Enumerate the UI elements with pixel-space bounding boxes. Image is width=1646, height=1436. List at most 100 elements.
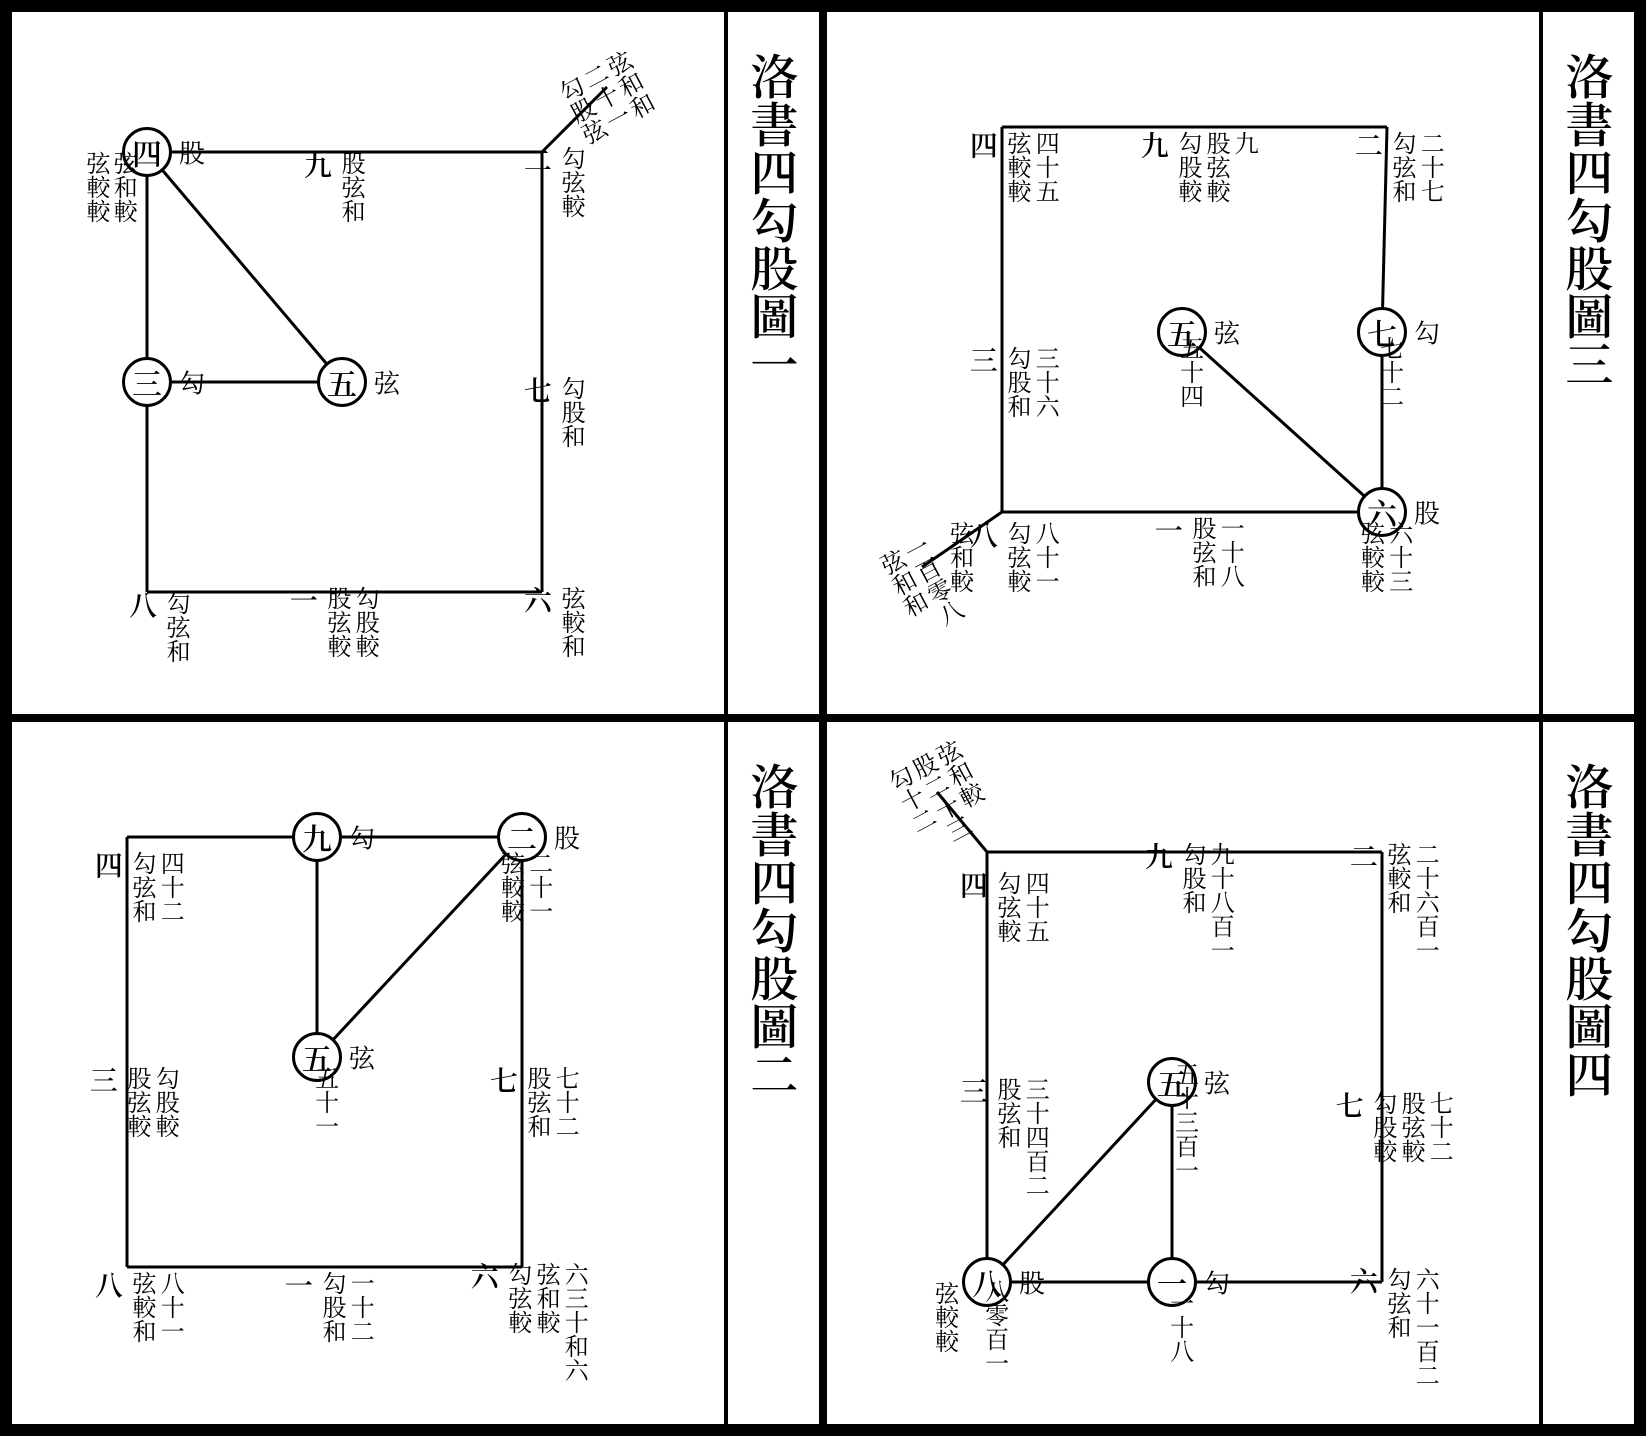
side-label-col: 八十一	[160, 1271, 185, 1343]
node-role-label: 勾	[1204, 1264, 1230, 1301]
side-label-col: 八零百一	[984, 1279, 1009, 1375]
side-label-number: 四	[954, 871, 994, 899]
side-label: 一十八	[1169, 1291, 1194, 1363]
side-label-col: 弦較較	[1007, 131, 1032, 203]
diagram-canvas: 九勾二股五弦四勾弦和四十二弦較較二十一五十一三股弦較勾股較七股弦和七十二八弦較和…	[12, 722, 724, 1424]
side-label-col: 弦較較	[1360, 521, 1385, 593]
side-label: 五十三百一	[1174, 1062, 1199, 1182]
side-label-col: 六三十和六	[564, 1262, 589, 1382]
node-role-label: 弦	[1204, 1064, 1230, 1101]
panel-title: 洛書四勾股圖二	[747, 762, 800, 1098]
corner-label: 弦較較弦和較	[86, 151, 138, 223]
side-label-col: 股弦較	[127, 1066, 152, 1138]
node-role-label: 勾	[349, 819, 375, 856]
side-label: 八弦較和八十一	[89, 1271, 185, 1343]
edge	[317, 837, 522, 1057]
side-label-col: 四十五	[1025, 871, 1050, 943]
side-label-col: 四十二	[160, 851, 185, 923]
side-label-col: 二十六百一	[1415, 842, 1440, 962]
side-label-col: 四十五	[1035, 131, 1060, 203]
side-label: 九勾股和九十八百一	[1139, 842, 1235, 962]
side-label: 二弦較和二十六百一	[1344, 842, 1440, 962]
node-n5: 五	[317, 357, 367, 407]
side-label-col: 弦較和	[1387, 842, 1412, 914]
side-label: 四勾弦和四十二	[89, 851, 185, 923]
title-strip: 洛書四勾股圖二	[724, 722, 819, 1424]
side-label-number: 三	[84, 1066, 124, 1094]
side-label-col: 勾弦較	[1007, 521, 1032, 593]
side-label-col: 股弦和	[1192, 516, 1217, 588]
side-label-col: 勾弦和	[1392, 131, 1417, 203]
side-label-col: 六十一百二	[1415, 1267, 1440, 1387]
panel-title: 洛書四勾股圖一	[747, 52, 800, 388]
node-role-label: 股	[554, 819, 580, 856]
side-label-col: 勾股和	[561, 376, 586, 448]
side-label-number: 三	[954, 1077, 994, 1105]
side-label-col: 勾股和	[322, 1271, 347, 1343]
side-label: 弦較較六十三	[1360, 521, 1413, 593]
side-label-col: 二十一	[529, 851, 554, 923]
side-label: 七股弦和七十二	[484, 1066, 580, 1138]
side-label: 六弦較和	[518, 586, 586, 658]
side-label-number: 一	[1149, 516, 1189, 544]
side-label-col: 七十二	[555, 1066, 580, 1138]
side-label: 八勾弦和	[123, 591, 191, 663]
side-label-col: 股弦和	[997, 1077, 1022, 1149]
side-label-col: 三十六	[1035, 346, 1060, 418]
side-label-col: 七十二	[1379, 336, 1404, 408]
side-label-number: 一	[279, 1271, 319, 1299]
node-n3: 三	[122, 357, 172, 407]
node-role-label: 股	[1019, 1264, 1045, 1301]
side-label: 五十一	[314, 1066, 339, 1138]
side-label-col: 勾股較	[1178, 131, 1203, 203]
side-label-col: 一十八	[1220, 516, 1245, 588]
side-label-col: 九十八百一	[1210, 842, 1235, 962]
side-label: 三股弦較勾股較	[84, 1066, 180, 1138]
side-label-col: 股弦和	[527, 1066, 552, 1138]
side-label-col: 五十一	[314, 1066, 339, 1138]
side-label-number: 一	[284, 586, 324, 614]
node-role-label: 弦	[374, 364, 400, 401]
side-label-number: 四	[964, 131, 1004, 159]
side-label-number: 三	[964, 346, 1004, 374]
side-label: 弦較較二十一	[500, 851, 553, 923]
node-role-label: 勾	[1414, 314, 1440, 351]
side-label-number: 九	[1139, 842, 1179, 870]
side-label-col: 弦較和	[132, 1271, 157, 1343]
side-label-number: 二	[1349, 131, 1389, 159]
node-n9: 九	[292, 812, 342, 862]
corner-label: 弦較較	[934, 1281, 959, 1353]
node-role-label: 勾	[179, 364, 205, 401]
side-label-col: 勾股和	[1182, 842, 1207, 914]
side-label-number: 四	[89, 851, 129, 879]
side-label: 三勾股和三十六	[964, 346, 1060, 418]
side-label-col: 六十三	[1389, 521, 1414, 593]
side-label-col: 勾股較	[355, 586, 380, 658]
side-label-col: 股弦較	[1206, 131, 1231, 203]
edge	[1182, 332, 1382, 512]
side-label-col: 五十四	[1179, 336, 1204, 408]
node-glyph: 五	[317, 357, 367, 407]
side-label-col: 勾弦和	[132, 851, 157, 923]
side-label-col: 三十四百二	[1025, 1077, 1050, 1197]
side-label: 一股弦和一十八	[1149, 516, 1245, 588]
node-role-label: 弦	[1214, 314, 1240, 351]
panel-title: 洛書四勾股圖四	[1562, 762, 1615, 1098]
side-label-col: 一十八	[1169, 1291, 1194, 1363]
side-label-col: 八十一	[1035, 521, 1060, 593]
panel-p3: 洛書四勾股圖三五弦七勾六股四弦較較四十五九勾股較股弦較九二勾弦和二十七五十四七十…	[823, 8, 1638, 718]
side-label-col: 勾股和	[1007, 346, 1032, 418]
side-label-col: 弦和較	[536, 1262, 561, 1334]
side-label-number: 七	[484, 1066, 524, 1094]
side-label: 八零百一	[984, 1279, 1009, 1375]
side-label-number: 七	[1330, 1091, 1370, 1119]
side-label-col: 七十二	[1429, 1091, 1454, 1163]
side-label-number: 二	[518, 146, 558, 174]
title-strip: 洛書四勾股圖四	[1539, 722, 1634, 1424]
side-label: 五十四	[1179, 336, 1204, 408]
title-strip: 洛書四勾股圖三	[1539, 12, 1634, 714]
side-label-number: 六	[518, 586, 558, 614]
node-role-label: 弦	[349, 1039, 375, 1076]
corner-col: 弦和較	[113, 151, 138, 223]
panel-p4: 洛書四勾股圖四五弦八股一勾四勾弦較四十五九勾股和九十八百一二弦較和二十六百一三股…	[823, 718, 1638, 1428]
